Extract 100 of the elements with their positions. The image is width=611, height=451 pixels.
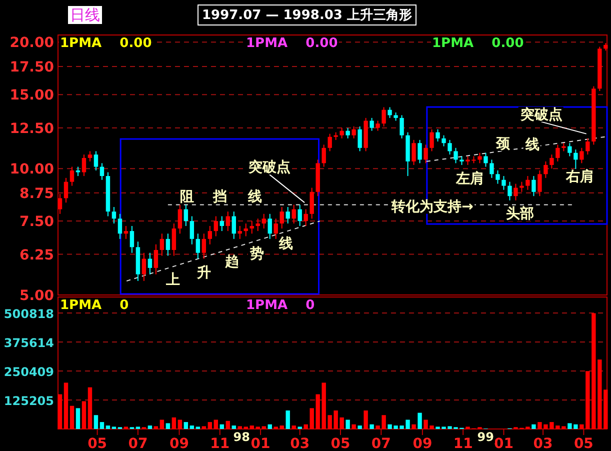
candlestick bbox=[568, 142, 572, 157]
bar bbox=[346, 420, 350, 429]
candlestick bbox=[202, 233, 206, 260]
candlestick bbox=[502, 176, 506, 190]
candlestick bbox=[184, 204, 188, 226]
candlestick bbox=[292, 204, 296, 224]
bar bbox=[208, 422, 212, 429]
candlestick bbox=[208, 225, 212, 245]
candlestick bbox=[538, 170, 542, 197]
candlestick bbox=[58, 193, 62, 214]
bar bbox=[268, 424, 272, 429]
candlestick bbox=[430, 128, 434, 152]
bar bbox=[370, 424, 374, 429]
candlestick bbox=[496, 170, 500, 184]
bar bbox=[82, 401, 86, 429]
bar bbox=[88, 387, 92, 429]
candlestick bbox=[226, 211, 230, 232]
x-tick-label: 05 bbox=[574, 436, 594, 451]
candlestick bbox=[388, 106, 392, 118]
candlestick bbox=[250, 220, 254, 234]
bar bbox=[190, 426, 194, 429]
candlestick bbox=[268, 213, 272, 240]
candlestick bbox=[526, 176, 530, 190]
y-tick-label: 12.50 bbox=[10, 120, 54, 137]
candlestick bbox=[370, 117, 374, 132]
candlestick bbox=[400, 114, 404, 139]
bar bbox=[106, 426, 110, 429]
candlestick bbox=[94, 150, 98, 171]
candlestick bbox=[346, 127, 350, 139]
annotation: 线 bbox=[278, 236, 293, 252]
bar bbox=[364, 410, 368, 429]
bar bbox=[220, 424, 224, 429]
candlestick bbox=[352, 126, 356, 139]
annotation: 线 bbox=[247, 189, 262, 205]
annotation: 1PMA 0.00 bbox=[432, 36, 524, 51]
candlestick bbox=[328, 133, 332, 152]
y-tick-label: 8.75 bbox=[19, 186, 54, 202]
bar bbox=[94, 415, 98, 429]
y-tick-label: 6.25 bbox=[19, 247, 54, 264]
candlestick bbox=[64, 177, 68, 204]
y-tick-label: 7.50 bbox=[19, 214, 54, 230]
annotation: 头部 bbox=[506, 205, 534, 222]
candlestick bbox=[550, 154, 554, 170]
bar bbox=[358, 426, 362, 429]
bar bbox=[226, 420, 230, 429]
candlestick bbox=[376, 120, 380, 132]
annotation: 上 bbox=[165, 272, 180, 288]
text: 99 bbox=[477, 430, 494, 444]
candlestick bbox=[586, 138, 590, 156]
x-tick-label: 07 bbox=[128, 436, 148, 451]
y-tick-label: 10.00 bbox=[10, 162, 54, 178]
candlestick bbox=[112, 206, 116, 224]
annotation: 颈 bbox=[495, 136, 511, 152]
x-tick-label: 01 bbox=[494, 436, 514, 451]
candlestick bbox=[214, 216, 218, 237]
y-tick-label: 500818 bbox=[4, 307, 54, 322]
candlestick bbox=[238, 225, 242, 240]
bar bbox=[172, 417, 176, 429]
bar bbox=[418, 412, 422, 429]
candlestick bbox=[88, 150, 92, 162]
candlestick bbox=[382, 106, 386, 127]
x-tick-label: 01 bbox=[250, 436, 270, 451]
annotation: 阻 bbox=[180, 189, 194, 205]
bar bbox=[286, 410, 290, 429]
chart-title: 1997.07 — 1998.03 上升三角形 bbox=[202, 7, 412, 23]
candlestick bbox=[160, 233, 164, 256]
annotation: 左肩 bbox=[455, 170, 484, 187]
candlestick bbox=[358, 126, 362, 152]
candlestick bbox=[532, 176, 536, 197]
candlestick bbox=[508, 181, 512, 201]
bar bbox=[238, 426, 242, 429]
bar bbox=[160, 420, 164, 429]
annotation: 突破点 bbox=[248, 158, 291, 176]
candlestick bbox=[544, 160, 548, 178]
bar bbox=[148, 426, 152, 429]
candlestick bbox=[304, 208, 308, 226]
bar bbox=[262, 426, 266, 429]
x-tick-label: 03 bbox=[290, 436, 310, 451]
x-tick-label: 03 bbox=[533, 436, 553, 451]
annotation: 挡 bbox=[212, 189, 227, 205]
candlestick bbox=[484, 152, 488, 168]
candlestick bbox=[166, 233, 170, 256]
annotation: 势 bbox=[249, 246, 264, 262]
candlestick bbox=[70, 166, 74, 186]
x-tick-label: 11 bbox=[210, 436, 230, 451]
annotation: 升 bbox=[196, 264, 211, 281]
annotation: 突破点 bbox=[519, 106, 562, 123]
candlestick bbox=[424, 144, 428, 164]
candlestick bbox=[286, 206, 290, 224]
bar bbox=[178, 420, 182, 429]
candlestick bbox=[514, 183, 518, 201]
candlestick bbox=[436, 128, 440, 142]
bar bbox=[64, 382, 68, 429]
candlestick bbox=[490, 159, 494, 178]
candlestick bbox=[118, 213, 122, 240]
candlestick bbox=[556, 144, 560, 162]
candlestick bbox=[280, 206, 284, 229]
bar bbox=[280, 426, 284, 429]
candlestick bbox=[172, 222, 176, 256]
bar bbox=[100, 422, 104, 429]
